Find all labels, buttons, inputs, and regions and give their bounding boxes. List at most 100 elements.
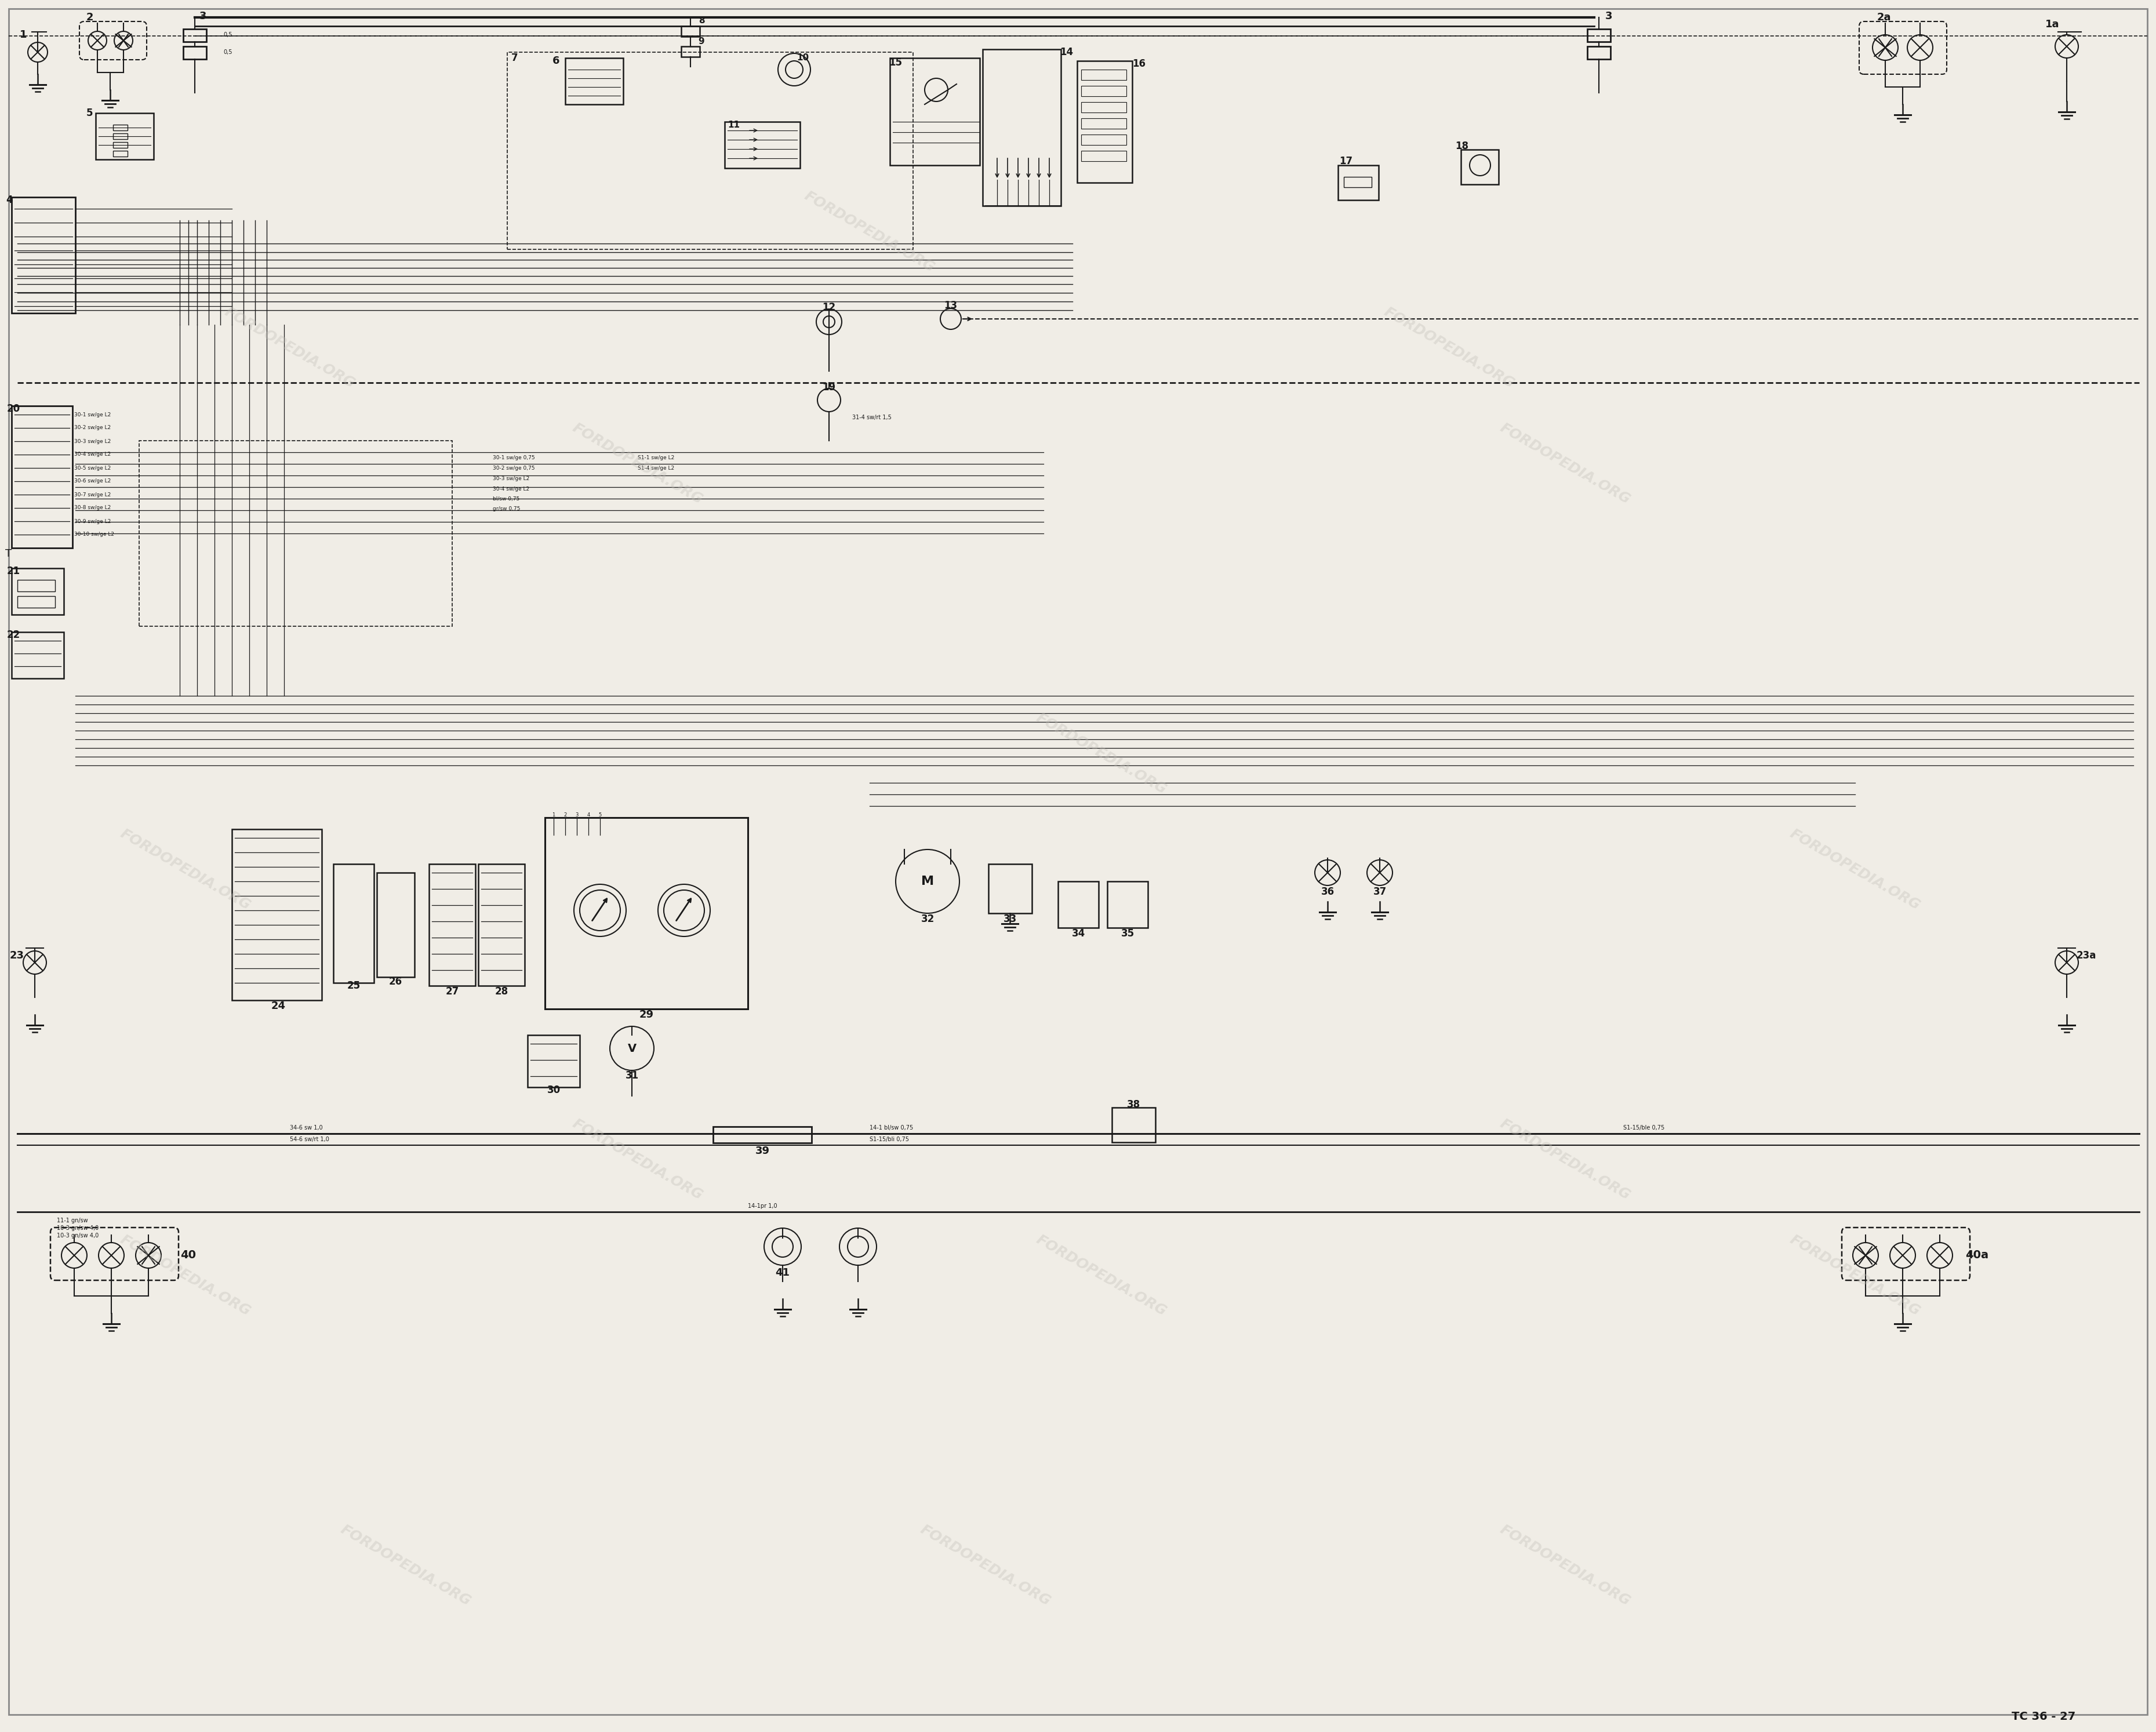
Text: 41: 41	[776, 1268, 789, 1278]
Text: 30-9 sw/ge L2: 30-9 sw/ge L2	[73, 518, 110, 523]
Bar	[1080, 69, 1125, 80]
Bar	[1080, 135, 1125, 145]
Text: 40: 40	[181, 1251, 196, 1261]
Bar	[1108, 882, 1147, 928]
Text: 15: 15	[888, 57, 903, 68]
Bar	[1080, 87, 1125, 97]
Text: 3: 3	[1604, 10, 1613, 21]
Bar	[17, 580, 56, 591]
Text: 4: 4	[6, 194, 13, 206]
Text: 30-6 sw/ge L2: 30-6 sw/ge L2	[73, 478, 110, 483]
Text: 10-3 gn/sw 4,0: 10-3 gn/sw 4,0	[56, 1233, 99, 1238]
Text: 29: 29	[638, 1010, 653, 1020]
Bar	[987, 864, 1033, 913]
Text: FORDOPEDIA.ORG: FORDOPEDIA.ORG	[1498, 1522, 1632, 1609]
Bar	[112, 133, 127, 139]
Text: 1a: 1a	[2046, 19, 2059, 29]
Text: 22: 22	[6, 630, 19, 641]
Text: FORDOPEDIA.ORG: FORDOPEDIA.ORG	[119, 826, 252, 913]
Text: 17: 17	[1339, 156, 1352, 166]
Text: 30-4 sw/ge L2: 30-4 sw/ge L2	[494, 487, 530, 492]
Text: V: V	[627, 1043, 636, 1053]
Text: 40a: 40a	[1966, 1251, 1988, 1261]
Text: 26: 26	[388, 977, 401, 987]
Text: 1: 1	[552, 812, 554, 818]
Bar	[1339, 165, 1378, 201]
Bar	[1587, 29, 1611, 42]
Bar	[714, 1126, 811, 1143]
Text: S1-15/bli 0,75: S1-15/bli 0,75	[869, 1136, 910, 1143]
Text: 13: 13	[944, 300, 957, 310]
Text: 14: 14	[1061, 47, 1074, 57]
Bar	[507, 52, 914, 249]
Text: FORDOPEDIA.ORG: FORDOPEDIA.ORG	[918, 1522, 1052, 1609]
Text: 31-4 sw/rt 1,5: 31-4 sw/rt 1,5	[852, 414, 893, 421]
Bar	[140, 440, 453, 627]
Bar	[479, 864, 524, 986]
Text: 27: 27	[446, 986, 459, 996]
Text: FORDOPEDIA.ORG: FORDOPEDIA.ORG	[802, 189, 938, 275]
Bar	[95, 113, 153, 159]
Text: 30-3 sw/ge L2: 30-3 sw/ge L2	[73, 438, 110, 443]
Bar	[17, 596, 56, 608]
Text: 11-1 gn/sw: 11-1 gn/sw	[56, 1218, 88, 1223]
Text: TC 36 - 27: TC 36 - 27	[2012, 1711, 2076, 1722]
Text: 54-6 sw/rt 1,0: 54-6 sw/rt 1,0	[289, 1136, 330, 1143]
Text: 30-2 sw/ge L2: 30-2 sw/ge L2	[73, 426, 110, 431]
Text: 24: 24	[272, 1001, 285, 1011]
Text: 2: 2	[563, 812, 567, 818]
Text: bl/sw 0,75: bl/sw 0,75	[494, 495, 520, 501]
Text: S1-4 sw/ge L2: S1-4 sw/ge L2	[638, 466, 675, 471]
Text: 33: 33	[1003, 914, 1018, 925]
Text: FORDOPEDIA.ORG: FORDOPEDIA.ORG	[119, 1233, 252, 1318]
Text: 5: 5	[599, 812, 602, 818]
Text: 7: 7	[511, 52, 517, 62]
Text: 0,5: 0,5	[224, 48, 233, 55]
Text: 34: 34	[1072, 928, 1084, 939]
Text: 14-1 bl/sw 0,75: 14-1 bl/sw 0,75	[869, 1124, 914, 1131]
Text: 5: 5	[86, 107, 93, 118]
Bar	[681, 26, 701, 36]
Bar	[11, 632, 65, 679]
Text: 30-1 sw/ge L2: 30-1 sw/ge L2	[73, 412, 110, 417]
Text: 34-6 sw 1,0: 34-6 sw 1,0	[289, 1124, 323, 1131]
Text: FORDOPEDIA.ORG: FORDOPEDIA.ORG	[1498, 421, 1632, 507]
Text: 30-1 sw/ge 0,75: 30-1 sw/ge 0,75	[494, 456, 535, 461]
Text: 23a: 23a	[2076, 951, 2096, 961]
Text: FORDOPEDIA.ORG: FORDOPEDIA.ORG	[1787, 826, 1923, 913]
Bar	[545, 818, 748, 1010]
Text: FORDOPEDIA.ORG: FORDOPEDIA.ORG	[1787, 1233, 1923, 1318]
Text: 3: 3	[198, 10, 207, 21]
Bar	[11, 568, 65, 615]
Text: 35: 35	[1121, 928, 1134, 939]
Bar	[183, 29, 207, 42]
Text: 6: 6	[552, 55, 558, 66]
Bar	[681, 47, 701, 57]
Text: 0,5: 0,5	[224, 31, 233, 38]
Text: 12: 12	[821, 301, 837, 312]
Text: 30-4 sw/ge L2: 30-4 sw/ge L2	[73, 452, 110, 457]
Bar	[183, 47, 207, 59]
Text: 31: 31	[625, 1070, 638, 1081]
Text: 21: 21	[6, 566, 19, 577]
Text: 20: 20	[6, 404, 19, 414]
Bar	[429, 864, 474, 986]
Text: 30-2 sw/ge 0,75: 30-2 sw/ge 0,75	[494, 466, 535, 471]
Text: 28: 28	[494, 986, 509, 996]
Bar	[11, 197, 75, 313]
Text: FORDOPEDIA.ORG: FORDOPEDIA.ORG	[1035, 710, 1169, 797]
Text: 11: 11	[727, 120, 740, 128]
Bar	[1080, 151, 1125, 161]
Text: FORDOPEDIA.ORG: FORDOPEDIA.ORG	[1382, 305, 1518, 391]
Text: FORDOPEDIA.ORG: FORDOPEDIA.ORG	[338, 1522, 474, 1609]
Text: T: T	[6, 549, 13, 559]
Text: 10: 10	[798, 54, 808, 62]
Bar	[1343, 177, 1371, 187]
Text: 30-8 sw/ge L2: 30-8 sw/ge L2	[73, 506, 110, 511]
Text: M: M	[921, 876, 934, 887]
Bar	[112, 151, 127, 156]
Bar	[1462, 149, 1498, 184]
Text: S1-15/ble 0,75: S1-15/ble 0,75	[1623, 1124, 1664, 1131]
Text: FORDOPEDIA.ORG: FORDOPEDIA.ORG	[222, 305, 358, 391]
Text: 1: 1	[19, 29, 26, 40]
